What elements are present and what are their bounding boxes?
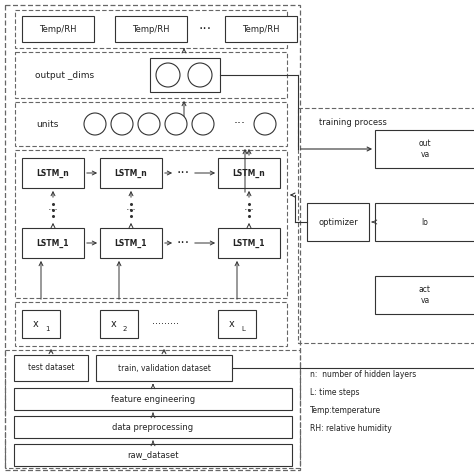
Bar	[150, 58, 220, 92]
Text: out
va: out va	[419, 139, 431, 159]
Text: Temp:temperature: Temp:temperature	[310, 406, 381, 415]
Bar	[15, 10, 287, 48]
Bar	[375, 276, 474, 314]
Text: x: x	[229, 319, 235, 329]
Circle shape	[188, 63, 212, 87]
Text: L: L	[241, 326, 245, 332]
Bar	[5, 350, 300, 468]
Bar	[14, 416, 292, 438]
Text: ···: ···	[244, 205, 255, 215]
Text: LSTM_n: LSTM_n	[233, 168, 265, 178]
Bar	[15, 302, 287, 346]
Bar	[100, 310, 138, 338]
Text: LSTM_n: LSTM_n	[115, 168, 147, 178]
Bar	[218, 228, 280, 258]
Text: LSTM_n: LSTM_n	[36, 168, 69, 178]
Bar	[14, 444, 292, 466]
Bar	[15, 150, 287, 298]
Bar	[15, 102, 287, 146]
Text: training process: training process	[319, 118, 387, 127]
Circle shape	[138, 113, 160, 135]
Text: ···: ···	[199, 22, 211, 36]
Bar	[5, 5, 300, 470]
Text: act
va: act va	[419, 285, 431, 305]
Text: LSTM_1: LSTM_1	[233, 238, 265, 247]
Circle shape	[192, 113, 214, 135]
Bar	[375, 130, 474, 168]
Text: units: units	[36, 119, 58, 128]
Circle shape	[165, 113, 187, 135]
Text: output _dims: output _dims	[36, 71, 94, 80]
Text: n:  number of hidden layers: n: number of hidden layers	[310, 370, 416, 379]
Text: raw_dataset: raw_dataset	[127, 450, 179, 459]
Text: x: x	[33, 319, 39, 329]
Text: RH: relative humidity: RH: relative humidity	[310, 424, 392, 433]
Bar	[14, 355, 88, 381]
Text: ···: ···	[176, 236, 190, 250]
Circle shape	[84, 113, 106, 135]
Bar	[22, 158, 84, 188]
Bar	[100, 158, 162, 188]
Bar	[307, 203, 369, 241]
Circle shape	[111, 113, 133, 135]
Text: ·········: ·········	[153, 319, 180, 329]
Bar	[22, 16, 94, 42]
Circle shape	[156, 63, 180, 87]
Text: optimizer: optimizer	[318, 218, 358, 227]
Bar	[14, 388, 292, 410]
Text: 2: 2	[123, 326, 127, 332]
Bar	[22, 228, 84, 258]
Text: data preprocessing: data preprocessing	[112, 422, 193, 431]
Text: test dataset: test dataset	[28, 364, 74, 373]
Bar	[375, 203, 474, 241]
Text: ···: ···	[176, 166, 190, 180]
Text: Temp/RH: Temp/RH	[132, 25, 170, 34]
Text: ···: ···	[47, 205, 58, 215]
Circle shape	[254, 113, 276, 135]
Text: feature engineering: feature engineering	[111, 394, 195, 403]
Bar	[298, 108, 474, 343]
Text: ···: ···	[126, 205, 137, 215]
Text: LSTM_1: LSTM_1	[115, 238, 147, 247]
Bar	[15, 52, 287, 98]
Text: Temp/RH: Temp/RH	[39, 25, 77, 34]
Text: 1: 1	[45, 326, 49, 332]
Bar	[100, 228, 162, 258]
Bar	[218, 310, 256, 338]
Text: LSTM_1: LSTM_1	[37, 238, 69, 247]
Bar	[96, 355, 232, 381]
Text: Temp/RH: Temp/RH	[242, 25, 280, 34]
Bar	[22, 310, 60, 338]
Text: lo: lo	[421, 218, 428, 227]
Bar	[218, 158, 280, 188]
Bar	[115, 16, 187, 42]
Text: L: time steps: L: time steps	[310, 388, 359, 397]
Bar	[225, 16, 297, 42]
Text: train, validation dataset: train, validation dataset	[118, 364, 210, 373]
Text: ···: ···	[234, 118, 246, 130]
Text: x: x	[111, 319, 117, 329]
